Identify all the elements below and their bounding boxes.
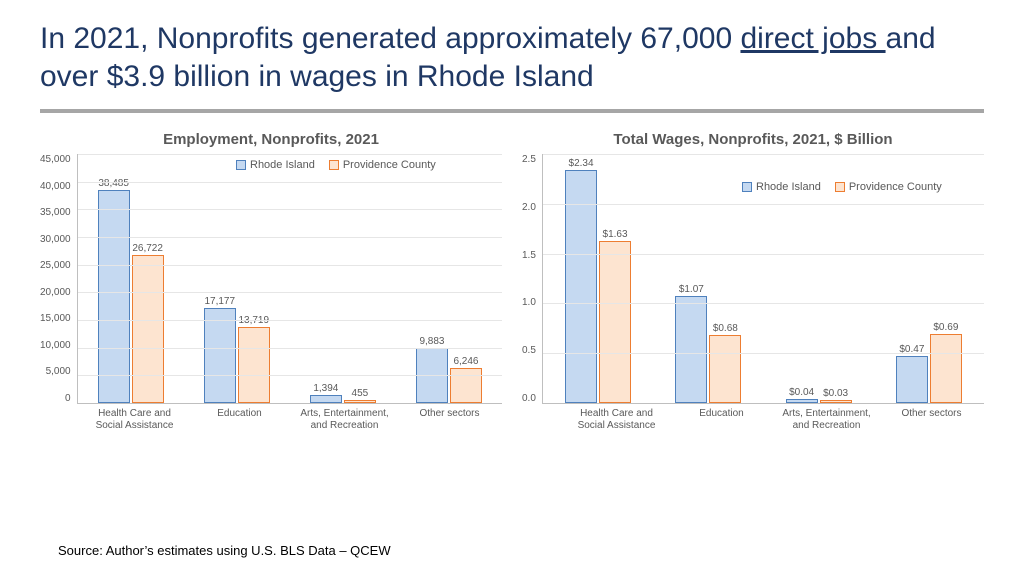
- y-tick: 0.0: [522, 393, 536, 404]
- y-tick: 30,000: [40, 234, 71, 245]
- bar-group: 38,48526,722: [78, 154, 184, 403]
- bar-label: $0.68: [713, 323, 738, 334]
- gridline: [543, 204, 984, 205]
- y-tick: 0.5: [522, 345, 536, 356]
- gridline: [78, 348, 502, 349]
- bar-ri: $0.47: [896, 356, 928, 403]
- plot-area: 45,000 40,000 35,000 30,000 25,000 20,000 15,0…: [40, 154, 502, 404]
- bar-label: $1.07: [679, 284, 704, 295]
- bar-group: $0.47$0.69: [874, 154, 984, 403]
- gridline: [78, 265, 502, 266]
- y-tick: 0: [65, 393, 71, 404]
- employment-chart: Employment, Nonprofits, 2021 Rhode Islan…: [40, 131, 502, 432]
- gridline: [78, 182, 502, 183]
- y-axis: 2.5 2.0 1.5 1.0 0.5 0.0: [522, 154, 542, 404]
- bar-ri: $1.07: [675, 296, 707, 403]
- title-underline: direct jobs: [740, 22, 885, 55]
- gridline: [78, 375, 502, 376]
- x-label: Health Care and Social Assistance: [82, 404, 187, 432]
- gridline: [78, 209, 502, 210]
- bar-pc: $0.69: [930, 334, 962, 403]
- x-label: Other sectors: [397, 404, 502, 432]
- bar-groups: $2.34$1.63$1.07$0.68$0.04$0.03$0.47$0.69: [543, 154, 984, 403]
- y-axis: 45,000 40,000 35,000 30,000 25,000 20,000 15,0…: [40, 154, 77, 404]
- bar-label: $0.03: [823, 388, 848, 399]
- x-label: Arts, Entertainment, and Recreation: [292, 404, 397, 432]
- bar-ri: 1,394: [310, 395, 342, 403]
- bar-groups: 38,48526,72217,17713,7191,3944559,8836,2…: [78, 154, 502, 403]
- y-tick: 45,000: [40, 154, 71, 165]
- y-tick: 40,000: [40, 181, 71, 192]
- bar-ri: 38,485: [98, 190, 130, 403]
- gridline: [543, 154, 984, 155]
- y-tick: 35,000: [40, 207, 71, 218]
- y-tick: 15,000: [40, 313, 71, 324]
- bar-label: 1,394: [313, 383, 338, 394]
- gridline: [78, 320, 502, 321]
- bar-label: $1.63: [603, 229, 628, 240]
- gridline: [78, 237, 502, 238]
- bar-pc: $0.68: [709, 335, 741, 403]
- title-pre: In 2021, Nonprofits generated approximat…: [40, 22, 740, 55]
- bar-label: $0.04: [789, 387, 814, 398]
- bar-ri: 17,177: [204, 308, 236, 403]
- y-tick: 10,000: [40, 340, 71, 351]
- bar-group: $1.07$0.68: [653, 154, 763, 403]
- bar-group: 17,17713,719: [184, 154, 290, 403]
- bar-group: 9,883 6,246: [396, 154, 502, 403]
- plot-area: 2.52.01.51.00.50.0 $2.34$1.63$1.07$0.68$…: [522, 154, 984, 404]
- y-tick: 25,000: [40, 260, 71, 271]
- gridline: [543, 303, 984, 304]
- bar-label: 26,722: [132, 243, 163, 254]
- plot: 38,48526,72217,17713,7191,3944559,8836,2…: [77, 154, 502, 404]
- bar-pc: $0.03: [820, 400, 852, 403]
- bar-label: 6,246: [453, 356, 478, 367]
- y-tick: 20,000: [40, 287, 71, 298]
- divider: [40, 109, 984, 113]
- gridline: [543, 254, 984, 255]
- charts-row: Employment, Nonprofits, 2021 Rhode Islan…: [40, 131, 984, 432]
- bar-pc: 13,719: [238, 327, 270, 403]
- bar-label: $2.34: [569, 158, 594, 169]
- chart-title: Employment, Nonprofits, 2021: [40, 131, 502, 148]
- bar-label: $0.69: [933, 322, 958, 333]
- bar-ri: $2.34: [565, 170, 597, 403]
- bar-pc: $1.63: [599, 241, 631, 403]
- chart-title: Total Wages, Nonprofits, 2021, $ Billion: [522, 131, 984, 148]
- x-label: Arts, Entertainment, and Recreation: [774, 404, 879, 432]
- bar-group: 1,394455: [290, 154, 396, 403]
- gridline: [543, 353, 984, 354]
- gridline: [78, 292, 502, 293]
- x-axis: Health Care and Social AssistanceEducati…: [564, 404, 984, 432]
- bar-pc: 26,722: [132, 255, 164, 403]
- wages-chart: Total Wages, Nonprofits, 2021, $ Billion…: [522, 131, 984, 432]
- bar-label: 455: [352, 388, 369, 399]
- x-label: Education: [187, 404, 292, 432]
- y-tick: 1.5: [522, 250, 536, 261]
- bar-label: 9,883: [419, 336, 444, 347]
- slide-title: In 2021, Nonprofits generated approximat…: [40, 20, 984, 95]
- bar-group: $2.34$1.63: [543, 154, 653, 403]
- bar-ri: $0.04: [786, 399, 818, 403]
- bar-pc: 6,246: [450, 368, 482, 403]
- y-tick: 5,000: [46, 366, 71, 377]
- x-label: Education: [669, 404, 774, 432]
- source-note: Source: Author’s estimates using U.S. BL…: [58, 543, 391, 558]
- y-tick: 2.5: [522, 154, 536, 165]
- x-label: Other sectors: [879, 404, 984, 432]
- bar-pc: 455: [344, 400, 376, 403]
- plot: $2.34$1.63$1.07$0.68$0.04$0.03$0.47$0.69: [542, 154, 984, 404]
- bar-label: 38,485: [98, 178, 129, 189]
- y-tick: 1.0: [522, 297, 536, 308]
- bar-group: $0.04$0.03: [763, 154, 873, 403]
- gridline: [78, 154, 502, 155]
- bar-label: 17,177: [204, 296, 235, 307]
- x-label: Health Care and Social Assistance: [564, 404, 669, 432]
- y-tick: 2.0: [522, 202, 536, 213]
- x-axis: Health Care and Social AssistanceEducati…: [82, 404, 502, 432]
